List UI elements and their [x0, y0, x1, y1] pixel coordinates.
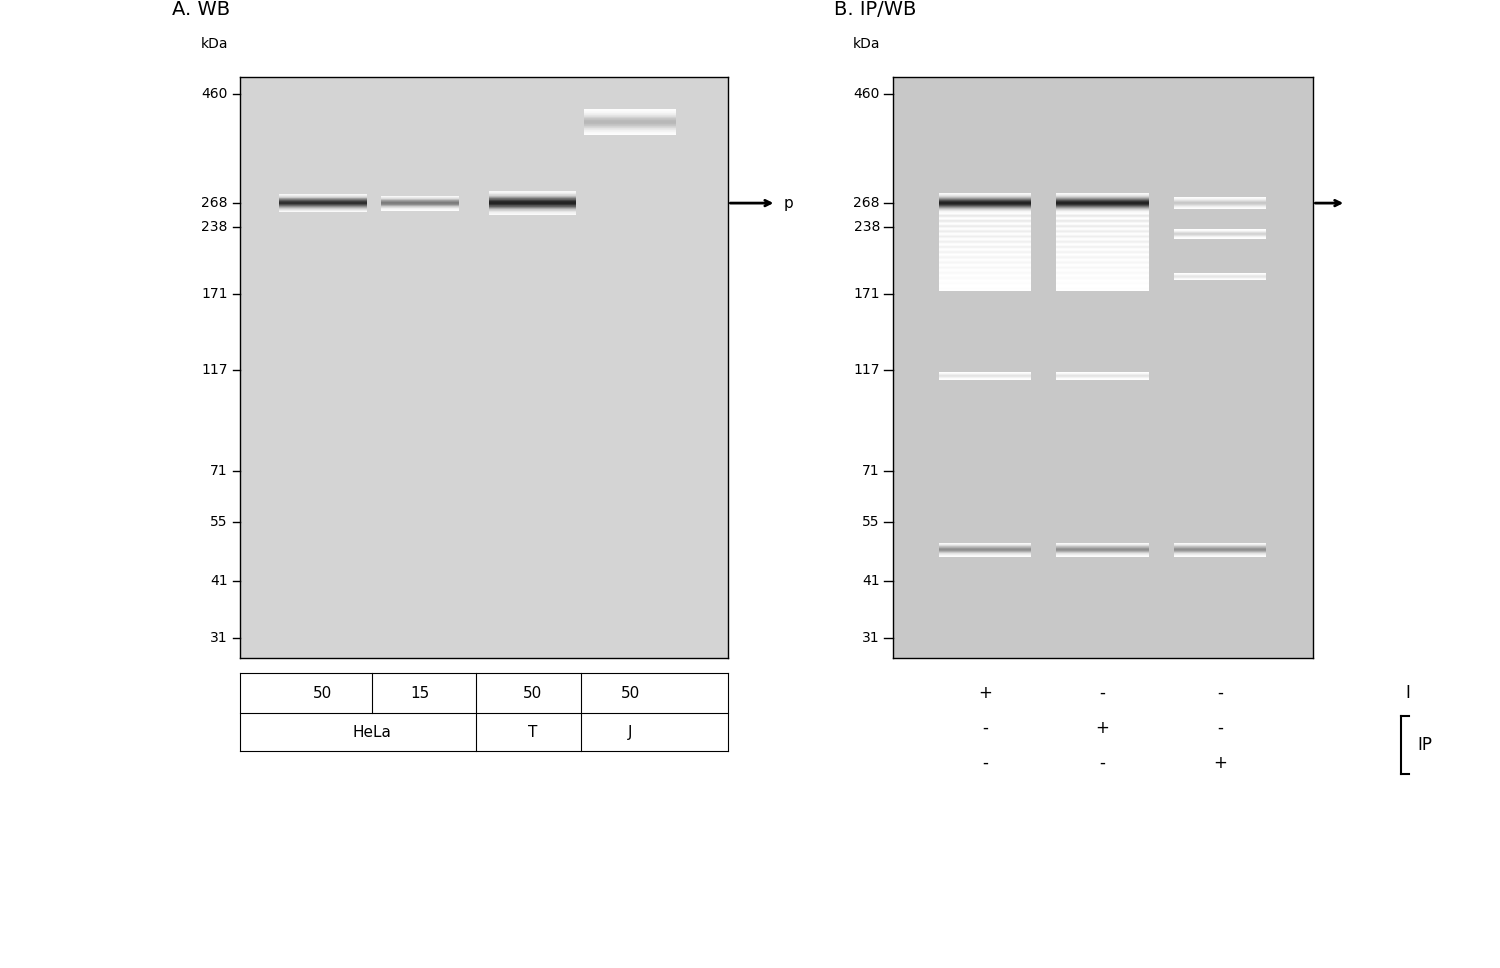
- Text: 117: 117: [201, 363, 228, 378]
- Text: 171: 171: [201, 287, 228, 301]
- Text: 55: 55: [210, 515, 228, 529]
- Text: 268: 268: [853, 197, 880, 210]
- Text: A. WB: A. WB: [171, 0, 230, 19]
- Text: J: J: [627, 725, 633, 740]
- Text: 50: 50: [621, 685, 639, 701]
- Text: 31: 31: [862, 631, 880, 645]
- Text: +: +: [1095, 719, 1110, 737]
- Text: -: -: [1216, 719, 1222, 737]
- Text: HeLa: HeLa: [352, 725, 392, 740]
- Text: 55: 55: [862, 515, 880, 529]
- Text: 31: 31: [210, 631, 228, 645]
- Text: +: +: [1214, 754, 1227, 771]
- Text: 460: 460: [853, 87, 880, 102]
- Text: 41: 41: [210, 574, 228, 589]
- Text: kDa: kDa: [852, 38, 880, 51]
- Text: 460: 460: [201, 87, 228, 102]
- Text: -: -: [1100, 754, 1106, 771]
- Text: 50: 50: [524, 685, 542, 701]
- Text: -: -: [982, 719, 988, 737]
- Text: IP: IP: [1418, 737, 1432, 754]
- Text: 238: 238: [853, 220, 880, 234]
- Text: -: -: [982, 754, 988, 771]
- Text: T: T: [528, 725, 537, 740]
- Text: 71: 71: [210, 464, 228, 478]
- Text: +: +: [978, 684, 992, 702]
- Text: -: -: [1216, 684, 1222, 702]
- Text: -: -: [1100, 684, 1106, 702]
- Text: 238: 238: [201, 220, 228, 234]
- Text: 41: 41: [862, 574, 880, 589]
- Text: 117: 117: [853, 363, 880, 378]
- Text: 171: 171: [853, 287, 880, 301]
- Text: kDa: kDa: [201, 38, 228, 51]
- Text: B. IP/WB: B. IP/WB: [834, 0, 916, 19]
- Text: 50: 50: [314, 685, 333, 701]
- Text: I: I: [1406, 684, 1410, 702]
- Text: 15: 15: [411, 685, 430, 701]
- Text: 268: 268: [201, 197, 228, 210]
- Text: p: p: [783, 196, 794, 211]
- Text: 71: 71: [862, 464, 880, 478]
